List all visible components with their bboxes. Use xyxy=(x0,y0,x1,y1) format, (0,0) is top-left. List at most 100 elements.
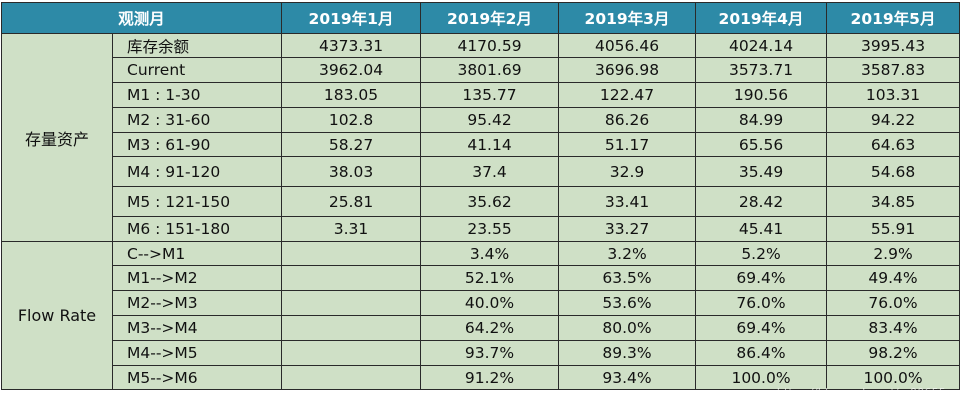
table-row: M3 : 61-90 58.27 41.14 51.17 65.56 64.63 xyxy=(2,132,960,157)
cell-value: 25.81 xyxy=(281,186,422,217)
row-label: M3 : 61-90 xyxy=(111,132,283,157)
cell-value: 35.49 xyxy=(695,156,828,187)
row-label: M1-->M2 xyxy=(111,265,283,291)
cell-value xyxy=(281,315,422,341)
header-month: 2019年3月 xyxy=(558,2,697,34)
cell-value: 3995.43 xyxy=(826,33,960,58)
cell-value: 4170.59 xyxy=(420,33,560,58)
cell-value: 33.27 xyxy=(558,216,697,242)
cell-value: 69.4% xyxy=(695,315,828,341)
row-label: M1 : 1-30 xyxy=(111,82,283,108)
table-row: 存量资产 库存余额 4373.31 4170.59 4056.46 4024.14 3995… xyxy=(1,33,960,242)
row-label: M2-->M3 xyxy=(111,290,283,316)
row-label: M4 : 91-120 xyxy=(111,156,283,187)
group-label: Flow Rate xyxy=(1,241,113,390)
cell-value: 93.7% xyxy=(420,340,560,366)
cell-value: 4024.14 xyxy=(695,33,828,58)
cell-value: 4056.46 xyxy=(558,33,697,58)
table-row: M3-->M4 64.2% 80.0% 69.4% 83.4% xyxy=(2,315,960,341)
row-label: C-->M1 xyxy=(111,241,283,266)
cell-value: 4373.31 xyxy=(281,33,422,58)
table-row: M1-->M2 52.1% 63.5% 69.4% 49.4% xyxy=(2,265,960,291)
cell-value: 190.56 xyxy=(695,82,828,108)
row-label: M5 : 121-150 xyxy=(111,186,283,217)
table-row: Current 3962.04 3801.69 3696.98 3573.71 3587.… xyxy=(2,57,960,83)
header-month: 2019年4月 xyxy=(695,2,828,34)
cell-value: 63.5% xyxy=(558,265,697,291)
cell-value: 45.41 xyxy=(695,216,828,242)
cell-value: 3587.83 xyxy=(826,57,960,83)
cell-value: 64.2% xyxy=(420,315,560,341)
cell-value: 38.03 xyxy=(281,156,422,187)
cell-value: 93.4% xyxy=(558,365,697,390)
cell-value: 76.0% xyxy=(826,290,960,316)
cell-value: 23.55 xyxy=(420,216,560,242)
cell-value: 55.91 xyxy=(826,216,960,242)
cell-value: 3696.98 xyxy=(558,57,697,83)
table-row: M5 : 121-150 25.81 35.62 33.41 28.42 34.85 xyxy=(2,186,960,217)
cell-value: 91.2% xyxy=(420,365,560,390)
table-row: M1 : 1-30 183.05 135.77 122.47 190.56 103.31 xyxy=(2,82,960,108)
cell-value: 103.31 xyxy=(826,82,960,108)
cell-value: 54.68 xyxy=(826,156,960,187)
watermark: https://blog.csdn.net/...00655 xyxy=(776,386,946,399)
cell-value: 102.8 xyxy=(281,107,422,133)
cell-value: 135.77 xyxy=(420,82,560,108)
row-label: Current xyxy=(111,57,283,83)
cell-value: 84.99 xyxy=(695,107,828,133)
cell-value: 3.31 xyxy=(281,216,422,242)
table-row: M2-->M3 40.0% 53.6% 76.0% 76.0% xyxy=(2,290,960,316)
cell-value: 52.1% xyxy=(420,265,560,291)
cell-value: 5.2% xyxy=(695,241,828,266)
header-row: 观测月 2019年1月 2019年2月 2019年3月 2019年4月 2019… xyxy=(0,2,960,34)
header-corner: 观测月 xyxy=(0,2,283,34)
cell-value: 86.26 xyxy=(558,107,697,133)
cell-value xyxy=(281,365,422,390)
cell-value: 41.14 xyxy=(420,132,560,157)
cell-value: 65.56 xyxy=(695,132,828,157)
cell-value: 98.2% xyxy=(826,340,960,366)
header-month: 2019年2月 xyxy=(420,2,560,34)
cell-value: 28.42 xyxy=(695,186,828,217)
cell-value: 32.9 xyxy=(558,156,697,187)
cell-value: 69.4% xyxy=(695,265,828,291)
cell-value: 3.4% xyxy=(420,241,560,266)
cell-value xyxy=(281,290,422,316)
cell-value: 58.27 xyxy=(281,132,422,157)
cell-value: 34.85 xyxy=(826,186,960,217)
aging-flow-table: 观测月 2019年1月 2019年2月 2019年3月 2019年4月 2019… xyxy=(0,2,960,390)
cell-value: 37.4 xyxy=(420,156,560,187)
cell-value: 95.42 xyxy=(420,107,560,133)
cell-value: 33.41 xyxy=(558,186,697,217)
row-label: M6 : 151-180 xyxy=(111,216,283,242)
cell-value: 100.0% xyxy=(826,365,960,390)
row-label: M5-->M6 xyxy=(111,365,283,390)
header-month: 2019年1月 xyxy=(281,2,422,34)
cell-value: 183.05 xyxy=(281,82,422,108)
row-label: 库存余额 xyxy=(111,33,283,58)
cell-value: 83.4% xyxy=(826,315,960,341)
group-label: 存量资产 xyxy=(1,33,113,242)
cell-value: 53.6% xyxy=(558,290,697,316)
cell-value: 3801.69 xyxy=(420,57,560,83)
cell-value: 122.47 xyxy=(558,82,697,108)
row-label: M3-->M4 xyxy=(111,315,283,341)
cell-value: 51.17 xyxy=(558,132,697,157)
cell-value xyxy=(281,241,422,266)
cell-value: 64.63 xyxy=(826,132,960,157)
cell-value: 3962.04 xyxy=(281,57,422,83)
cell-value: 94.22 xyxy=(826,107,960,133)
table-row: M4 : 91-120 38.03 37.4 32.9 35.49 54.68 xyxy=(2,156,960,187)
cell-value: 35.62 xyxy=(420,186,560,217)
cell-value: 76.0% xyxy=(695,290,828,316)
table-row: M5-->M6 91.2% 93.4% 100.0% 100.0% xyxy=(2,365,960,390)
cell-value: 80.0% xyxy=(558,315,697,341)
cell-value xyxy=(281,265,422,291)
header-month: 2019年5月 xyxy=(826,2,960,34)
table-row: M6 : 151-180 3.31 23.55 33.27 45.41 55.91 xyxy=(2,216,960,242)
table-row: M2 : 31-60 102.8 95.42 86.26 84.99 94.22 xyxy=(2,107,960,133)
cell-value: 2.9% xyxy=(826,241,960,266)
cell-value: 3573.71 xyxy=(695,57,828,83)
table-row: M4-->M5 93.7% 89.3% 86.4% 98.2% xyxy=(2,340,960,366)
cell-value xyxy=(281,340,422,366)
